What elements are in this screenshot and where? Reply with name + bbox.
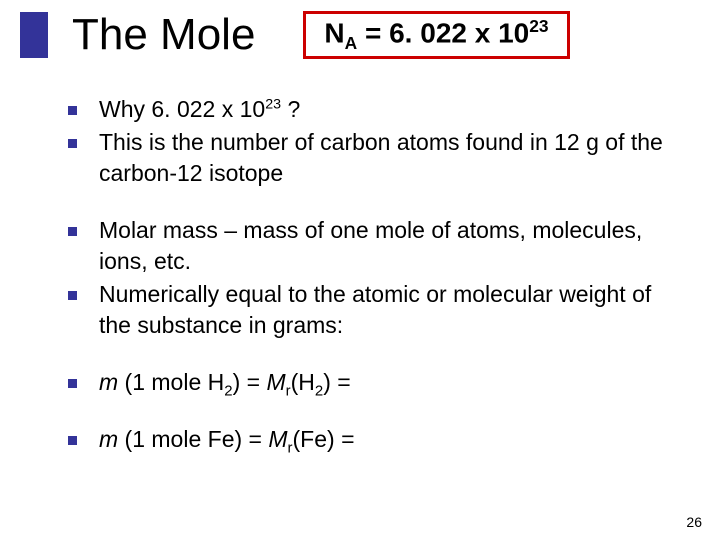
bullet-icon	[68, 436, 77, 445]
b5-m: m	[99, 369, 118, 395]
b5-p2: ) =	[233, 369, 267, 395]
b1-pre: Why 6. 022 x 10	[99, 96, 265, 122]
bullet-6: m (1 mole Fe) = Mr(Fe) =	[68, 424, 680, 459]
b1-post: ?	[281, 96, 300, 122]
formula-exp: 23	[529, 16, 548, 36]
page-number: 26	[686, 514, 702, 530]
bullet-3: Molar mass – mass of one mole of atoms, …	[68, 215, 680, 277]
bullet-group-2: Molar mass – mass of one mole of atoms, …	[68, 215, 680, 341]
bullet-3-text: Molar mass – mass of one mole of atoms, …	[99, 215, 680, 277]
bullet-5-text: m (1 mole H2) = Mr(H2) =	[99, 367, 351, 402]
content-area: Why 6. 022 x 1023 ? This is the number o…	[0, 60, 720, 459]
bullet-1-text: Why 6. 022 x 1023 ?	[99, 94, 300, 125]
bullet-icon	[68, 139, 77, 148]
b5-p4: ) =	[323, 369, 350, 395]
bullet-2-text: This is the number of carbon atoms found…	[99, 127, 680, 189]
b1-sup: 23	[265, 96, 281, 112]
bullet-group-1: Why 6. 022 x 1023 ? This is the number o…	[68, 94, 680, 189]
bullet-5: m (1 mole H2) = Mr(H2) =	[68, 367, 680, 402]
bullet-6-text: m (1 mole Fe) = Mr(Fe) =	[99, 424, 355, 459]
bullet-icon	[68, 379, 77, 388]
bullet-4: Numerically equal to the atomic or molec…	[68, 279, 680, 341]
b5-p3: (H	[291, 369, 315, 395]
b5-mr: M	[266, 369, 285, 395]
b6-mr: M	[268, 426, 287, 452]
b5-sub2: 2	[315, 383, 323, 400]
formula-lhs-sub: A	[345, 33, 358, 53]
bullet-1: Why 6. 022 x 1023 ?	[68, 94, 680, 125]
bullet-2: This is the number of carbon atoms found…	[68, 127, 680, 189]
b5-sub1: 2	[224, 383, 232, 400]
bullet-icon	[68, 227, 77, 236]
bullet-4-text: Numerically equal to the atomic or molec…	[99, 279, 680, 341]
avogadro-formula-box: NA = 6. 022 x 1023	[303, 11, 569, 59]
bullet-icon	[68, 291, 77, 300]
bullet-icon	[68, 106, 77, 115]
formula-eq: = 6. 022 x 10	[357, 17, 529, 48]
slide-title: The Mole	[72, 10, 255, 60]
b6-p1: (1 mole Fe) =	[118, 426, 268, 452]
formula-lhs-base: N	[324, 17, 344, 48]
title-row: The Mole NA = 6. 022 x 1023	[0, 0, 720, 60]
accent-bar	[20, 12, 48, 58]
b5-p1: (1 mole H	[118, 369, 224, 395]
b6-m: m	[99, 426, 118, 452]
b6-p2: (Fe) =	[293, 426, 355, 452]
